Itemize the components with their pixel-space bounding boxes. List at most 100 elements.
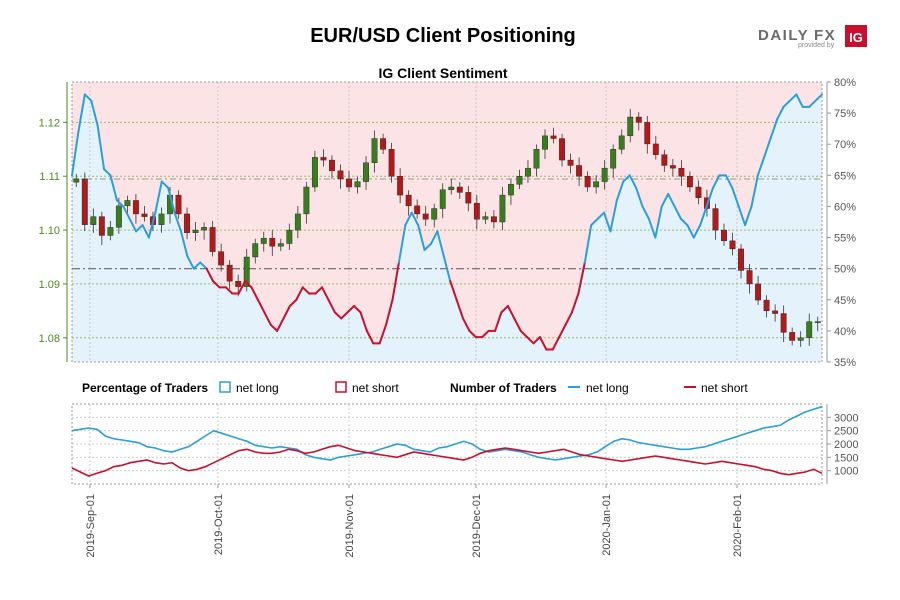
- sentiment-line-segment-73: [538, 336, 548, 351]
- sentiment-line-segment-16: [173, 211, 182, 233]
- sentiment-line-segment-88: [635, 186, 644, 208]
- sentiment-line-segment-112: [788, 93, 798, 102]
- sentiment-line-segment-109: [769, 118, 779, 139]
- bottom-tick-label-2: 2000: [834, 439, 858, 451]
- candle-body-36: [380, 138, 387, 150]
- sentiment-line-segment-0: [71, 130, 80, 177]
- x-tick-label-0: 2019-Sep-01: [85, 494, 97, 558]
- sentiment-line-segment-18: [186, 255, 195, 270]
- candle-body-20: [243, 256, 250, 287]
- candle-body-52: [516, 176, 523, 185]
- sentiment-line-segment-24: [224, 286, 234, 295]
- sentiment-line-segment-64: [481, 329, 490, 339]
- candle-body-72: [686, 176, 693, 188]
- sentiment-line-segment-97: [692, 224, 702, 239]
- candle-body-3: [98, 216, 105, 236]
- sentiment-line-segment-33: [282, 305, 291, 320]
- legend-pct-short-label: net short: [352, 381, 399, 395]
- candle-body-57: [559, 138, 565, 161]
- sentiment-line-segment-32: [276, 317, 285, 332]
- right-tick-label-0: 35%: [834, 357, 856, 369]
- candle-body-73: [695, 186, 702, 198]
- candle-body-66: [635, 116, 642, 123]
- sentiment-line-segment-94: [673, 205, 682, 220]
- sentiment-line-segment-90: [647, 217, 657, 239]
- logo-brand-daily: DAILY: [758, 27, 809, 44]
- sentiment-line-segment-54: [417, 224, 426, 251]
- candle-body-29: [320, 157, 327, 161]
- legend-num-long-label: net long: [586, 381, 629, 395]
- sentiment-line-segment-20: [199, 261, 208, 270]
- sentiment-line-segment-104: [737, 205, 747, 227]
- sentiment-line-segment-61: [462, 317, 471, 332]
- candle-body-83: [780, 313, 787, 333]
- candle-body-69: [661, 154, 668, 166]
- candle-body-65: [627, 116, 634, 137]
- candle-body-62: [601, 167, 608, 182]
- candle-body-7: [132, 200, 139, 215]
- sentiment-line-segment-78: [571, 292, 580, 314]
- num-long-line: [71, 405, 823, 461]
- sentiment-line-segment-67: [500, 305, 509, 314]
- candle-body-40: [414, 205, 421, 215]
- sentiment-line-segment-22: [212, 280, 221, 289]
- candle-body-77: [729, 240, 736, 250]
- candle-body-14: [192, 229, 199, 233]
- candle-body-58: [567, 159, 574, 166]
- sentiment-line-segment-52: [404, 211, 413, 227]
- candle-body-76: [721, 229, 727, 242]
- candle-body-41: [422, 213, 429, 220]
- logo-sub: provided by: [798, 42, 835, 49]
- bottom-tick-label-1: 1500: [834, 452, 858, 464]
- candle-body-42: [431, 208, 438, 220]
- candle-body-25: [286, 229, 293, 244]
- right-tick-label-4: 55%: [834, 233, 856, 245]
- sentiment-line-segment-102: [724, 174, 734, 189]
- candle-body-71: [678, 167, 685, 177]
- candle-body-19: [235, 281, 242, 287]
- x-tick-label-5: 2020-Feb-01: [732, 494, 744, 557]
- candle-body-31: [337, 170, 344, 180]
- sentiment-line-segment-71: [526, 336, 535, 345]
- sentiment-line-segment-105: [744, 205, 753, 227]
- sentiment-line-segment-77: [564, 311, 573, 326]
- sentiment-line-segment-108: [763, 137, 772, 158]
- candle-body-33: [354, 181, 361, 188]
- candle-body-24: [277, 243, 284, 247]
- candle-body-26: [294, 213, 301, 231]
- sentiment-line-segment-11: [141, 224, 150, 239]
- sentiment-line-segment-66: [494, 311, 503, 332]
- candle-body-39: [405, 194, 412, 207]
- candle-body-23: [269, 237, 276, 247]
- sentiment-line-segment-44: [353, 305, 362, 314]
- candle-body-43: [439, 189, 446, 209]
- ig-logo-text: IG: [849, 30, 863, 45]
- candle-body-68: [652, 143, 659, 155]
- candle-body-32: [346, 178, 352, 188]
- sentiment-line-segment-60: [455, 298, 465, 320]
- sentiment-line-segment-87: [628, 174, 638, 189]
- x-axis: 2019-Sep-01 2019-Oct-01 2019-Nov-01 2019-De…: [85, 484, 744, 558]
- sentiment-line-segment-79: [577, 261, 586, 295]
- sentiment-line-segment-80: [583, 224, 593, 264]
- sentiment-line-segment-72: [532, 336, 541, 345]
- sentiment-line-segment-12: [147, 211, 157, 239]
- sentiment-line-segment-116: [814, 93, 823, 102]
- bottom-tick-label-3: 2500: [834, 426, 858, 438]
- num-short-line: [71, 444, 823, 477]
- sentiment-line-segment-27: [244, 280, 253, 289]
- legend-num-short-label: net short: [701, 381, 748, 395]
- candle-body-55: [542, 135, 548, 150]
- sentiment-line-segment-110: [776, 105, 785, 121]
- sentiment-line-segment-98: [699, 205, 708, 227]
- candle-body-0: [73, 178, 80, 183]
- sentiment-line-segment-50: [391, 261, 400, 301]
- candle-body-50: [499, 194, 506, 223]
- sentiment-line-segment-111: [782, 99, 791, 108]
- chart-title: EUR/USD Client Positioning: [310, 25, 576, 47]
- candle-body-17: [218, 251, 225, 266]
- logo-brand-fx: FX: [814, 27, 836, 44]
- candle-body-75: [712, 208, 719, 231]
- candle-body-54: [533, 149, 540, 169]
- sentiment-line-segment-58: [442, 255, 452, 283]
